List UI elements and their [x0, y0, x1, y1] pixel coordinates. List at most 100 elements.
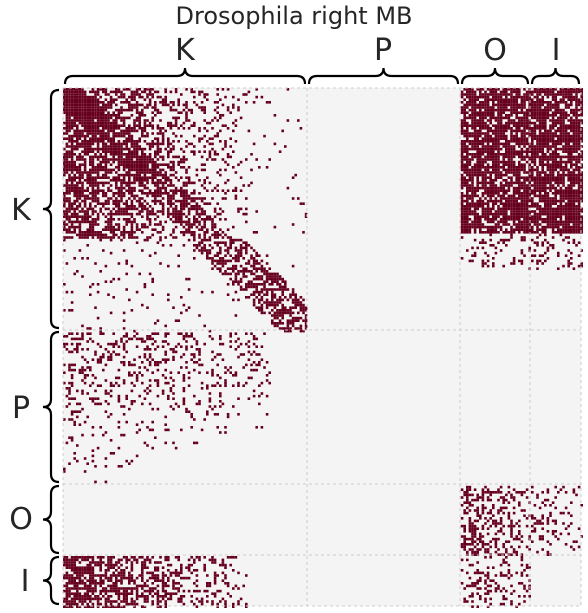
edge-cell	[213, 215, 217, 218]
edge-cell	[538, 173, 542, 177]
edge-cell	[557, 179, 560, 182]
edge-cell	[86, 176, 89, 179]
edge-cell	[122, 168, 126, 172]
edge-cell	[122, 163, 126, 166]
edge-cell	[224, 192, 227, 195]
edge-cell	[109, 168, 113, 172]
edge-cell	[463, 220, 466, 224]
edge-cell	[89, 155, 92, 159]
edge-cell	[525, 210, 529, 213]
edge-cell	[479, 142, 482, 146]
edge-cell	[159, 163, 162, 166]
edge-cell	[575, 111, 578, 114]
edge-cell	[250, 264, 253, 268]
edge-cell	[198, 249, 201, 252]
edge-cell	[484, 171, 487, 174]
edge-cell	[76, 197, 79, 200]
edge-cell	[107, 228, 110, 231]
edge-cell	[154, 173, 157, 177]
edge-cell	[219, 212, 222, 216]
edge-cell	[463, 179, 466, 182]
edge-cell	[70, 223, 74, 226]
edge-cell	[76, 111, 79, 114]
edge-cell	[86, 231, 89, 234]
edge-cell	[200, 218, 204, 221]
edge-cell	[232, 189, 235, 192]
edge-cell	[109, 127, 113, 130]
edge-cell	[273, 322, 277, 325]
edge-cell	[107, 176, 110, 179]
edge-cell	[497, 160, 500, 164]
edge-cell	[505, 147, 508, 151]
edge-cell	[289, 314, 292, 317]
edge-cell	[494, 134, 498, 138]
edge-cell	[81, 134, 84, 138]
edge-cell	[515, 223, 518, 226]
edge-cell	[146, 155, 149, 159]
edge-cell	[138, 114, 141, 117]
edge-cell	[81, 171, 84, 174]
edge-cell	[91, 236, 95, 239]
edge-cell	[273, 114, 277, 117]
edge-cell	[562, 98, 565, 101]
edge-cell	[512, 137, 516, 140]
edge-cell	[63, 202, 66, 205]
edge-cell	[471, 93, 474, 96]
edge-cell	[221, 103, 225, 107]
edge-cell	[544, 173, 547, 177]
edge-cell	[255, 267, 258, 270]
edge-cell	[112, 158, 115, 161]
edge-cell	[195, 168, 199, 172]
edge-cell	[180, 124, 183, 127]
edge-cell	[562, 108, 565, 112]
edge-cell	[486, 228, 490, 231]
edge-cell	[528, 168, 531, 172]
edge-cell	[91, 220, 95, 224]
edge-cell	[109, 189, 113, 192]
edge-cell	[577, 186, 581, 190]
edge-cell	[200, 168, 204, 172]
edge-cell	[146, 163, 149, 166]
edge-cell	[89, 173, 92, 177]
edge-cell	[141, 132, 144, 135]
edge-cell	[557, 225, 560, 229]
edge-cell	[91, 121, 95, 125]
edge-cell	[252, 142, 256, 146]
edge-cell	[81, 129, 84, 133]
edge-cell	[211, 147, 214, 151]
edge-cell	[219, 140, 222, 143]
edge-cell	[484, 101, 487, 104]
edge-cell	[104, 98, 108, 101]
edge-cell	[130, 127, 134, 130]
edge-cell	[216, 267, 219, 270]
edge-cell	[216, 111, 219, 114]
edge-cell	[580, 121, 583, 125]
edge-cell	[81, 324, 84, 328]
edge-cell	[580, 171, 583, 174]
edge-cell	[169, 127, 173, 130]
edge-cell	[70, 114, 74, 117]
edge-cell	[460, 223, 464, 226]
edge-cell	[523, 228, 526, 231]
edge-cell	[81, 348, 84, 351]
edge-cell	[143, 340, 147, 343]
edge-cell	[68, 350, 71, 354]
edge-cell	[128, 233, 131, 237]
edge-cell	[499, 228, 503, 231]
edge-cell	[89, 127, 92, 130]
edge-cell	[109, 129, 113, 133]
edge-cell	[65, 150, 69, 153]
edge-cell	[476, 137, 479, 140]
edge-cell	[70, 145, 74, 148]
edge-cell	[570, 192, 573, 195]
edge-cell	[130, 153, 134, 156]
edge-cell	[497, 132, 500, 135]
edge-cell	[96, 218, 100, 221]
edge-cell	[135, 145, 139, 148]
edge-cell	[146, 142, 149, 146]
edge-cell	[520, 210, 524, 213]
edge-cell	[523, 225, 526, 229]
edge-cell	[523, 179, 526, 182]
edge-cell	[198, 150, 201, 153]
edge-cell	[492, 140, 495, 143]
